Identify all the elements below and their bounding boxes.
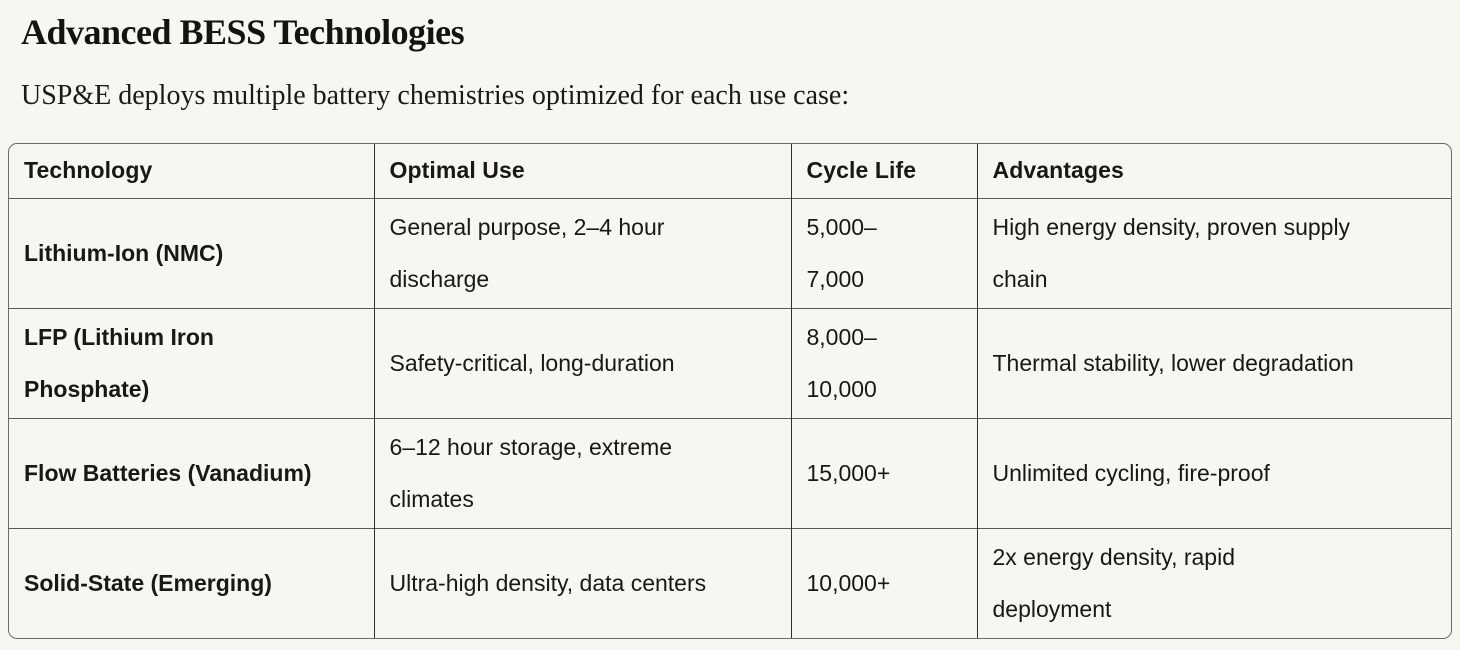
table-row: Lithium-Ion (NMC) General purpose, 2–4 h… (9, 197, 1451, 308)
cell-optimal-use: Ultra-high density, data centers (373, 527, 791, 638)
cell-text: 6–12 hour storage, extreme climates (389, 434, 673, 512)
table-row: Flow Batteries (Vanadium) 6–12 hour stor… (9, 417, 1451, 528)
cell-cycle-life: 15,000+ (790, 417, 977, 528)
intro-text: USP&E deploys multiple battery chemistri… (21, 80, 850, 111)
bess-technologies-table: Technology Optimal Use Cycle Life Advant… (9, 144, 1451, 638)
cell-text: Flow Batteries (Vanadium) (24, 460, 312, 486)
page-title: Advanced BESS Technologies (21, 12, 465, 52)
cell-optimal-use: Safety-critical, long-duration (373, 307, 791, 418)
cell-text: General purpose, 2–4 hour discharge (389, 214, 665, 292)
cell-text: Ultra-high density, data centers (389, 570, 707, 597)
table-row: LFP (Lithium Iron Phosphate) Safety-crit… (9, 307, 1451, 418)
bess-technologies-table-container: Technology Optimal Use Cycle Life Advant… (8, 143, 1452, 639)
table-header-row: Technology Optimal Use Cycle Life Advant… (9, 144, 1451, 198)
cell-advantages: Unlimited cycling, fire-proof (976, 417, 1451, 528)
cell-technology: Solid-State (Emerging) (9, 527, 374, 638)
cell-text: 15,000+ (806, 460, 891, 486)
cell-text: Safety-critical, long-duration (389, 350, 675, 376)
cell-text: 8,000–10,000 (806, 324, 877, 402)
column-header-cycle-life: Cycle Life (790, 144, 977, 198)
cell-text: Unlimited cycling, fire-proof (992, 460, 1270, 486)
cell-advantages: High energy density, proven supply chain (976, 197, 1451, 308)
cell-text: 2x energy density, rapid deployment (992, 544, 1236, 623)
cell-text: Thermal stability, lower degradation (992, 350, 1354, 376)
cell-advantages: Thermal stability, lower degradation (976, 307, 1451, 418)
cell-text: High energy density, proven supply chain (992, 214, 1351, 292)
cell-text: Lithium-Ion (NMC) (24, 240, 224, 266)
cell-advantages: 2x energy density, rapid deployment (976, 527, 1451, 638)
cell-text: LFP (Lithium Iron Phosphate) (24, 324, 214, 402)
cell-technology: LFP (Lithium Iron Phosphate) (9, 307, 374, 418)
column-header-technology: Technology (24, 157, 153, 184)
cell-cycle-life: 8,000–10,000 (790, 307, 977, 418)
cell-technology: Flow Batteries (Vanadium) (9, 417, 374, 528)
cell-text: Solid-State (Emerging) (24, 570, 272, 597)
cell-optimal-use: General purpose, 2–4 hour discharge (373, 197, 791, 308)
cell-technology: Lithium-Ion (NMC) (9, 197, 374, 308)
column-header-optimal-use: Optimal Use (373, 144, 791, 198)
column-header-advantages: Advantages (976, 144, 1451, 198)
content-page: Advanced BESS Technologies USP&E deploys… (0, 10, 1460, 650)
cell-cycle-life: 5,000–7,000 (790, 197, 977, 308)
cell-optimal-use: 6–12 hour storage, extreme climates (373, 417, 791, 528)
cell-cycle-life: 10,000+ (790, 527, 977, 638)
table-row: Solid-State (Emerging) Ultra-high densit… (9, 527, 1451, 638)
cell-text: 10,000+ (806, 570, 891, 597)
cell-text: 5,000–7,000 (806, 214, 877, 292)
